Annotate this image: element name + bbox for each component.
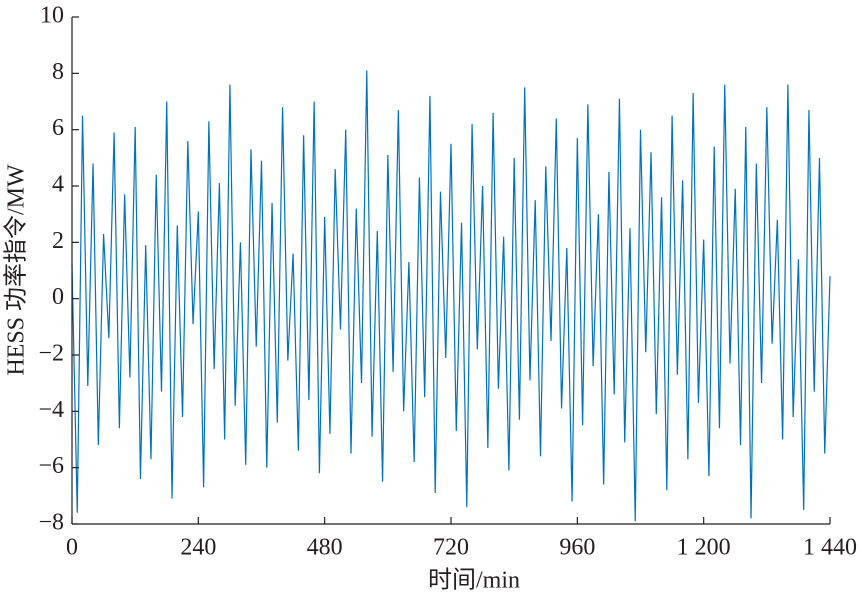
x-tick-label: 480 xyxy=(307,535,343,561)
x-tick-label: 1 200 xyxy=(677,535,731,561)
x-tick-label: 1 440 xyxy=(803,535,857,561)
y-tick-label: −2 xyxy=(38,341,64,367)
y-tick-label: −4 xyxy=(38,397,64,423)
x-tick-label: 240 xyxy=(180,535,216,561)
y-tick-label: 0 xyxy=(52,284,64,310)
data-line xyxy=(71,70,831,522)
x-tick-label: 960 xyxy=(559,535,595,561)
y-tick-label: 2 xyxy=(52,228,64,254)
y-tick-label: −6 xyxy=(38,453,64,479)
y-tick-label: 6 xyxy=(52,115,64,141)
y-tick-label: 8 xyxy=(52,59,64,85)
y-axis-label: HESS 功率指令/MW xyxy=(3,164,30,376)
x-tick-label: 0 xyxy=(66,535,78,561)
y-tick-label: 4 xyxy=(52,172,64,198)
x-axis-label: 时间/min xyxy=(428,567,520,594)
y-tick-label: 10 xyxy=(40,3,64,29)
x-tick-label: 720 xyxy=(433,535,469,561)
y-tick-label: −8 xyxy=(38,510,64,536)
